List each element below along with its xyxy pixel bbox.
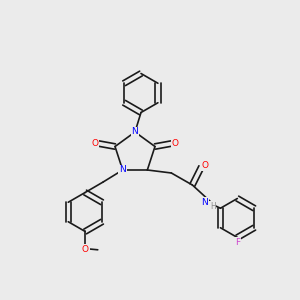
Text: N: N <box>202 198 208 207</box>
Text: F: F <box>236 238 241 247</box>
Text: H: H <box>210 202 216 211</box>
Text: N: N <box>119 166 126 175</box>
Text: N: N <box>132 128 138 136</box>
Text: O: O <box>91 139 98 148</box>
Text: O: O <box>202 161 209 170</box>
Text: O: O <box>172 139 179 148</box>
Text: O: O <box>82 245 89 254</box>
